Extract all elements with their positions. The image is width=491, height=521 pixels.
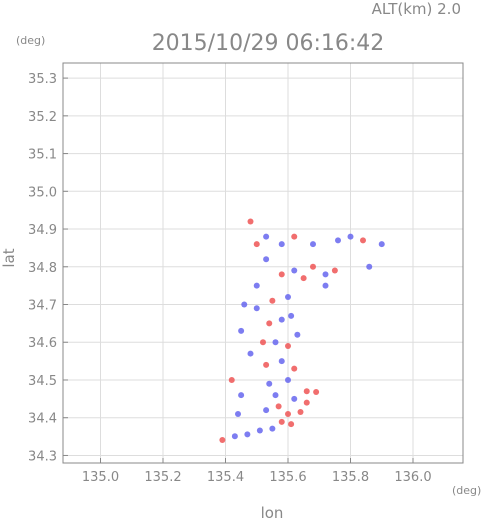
x-tick-label: 135.0 (82, 470, 119, 485)
data-point (253, 241, 260, 248)
data-point (247, 218, 254, 225)
data-point (285, 410, 291, 417)
data-point (238, 327, 245, 334)
tick-labels: 135.0 135.2 135.4 135.6 135.8 136.0 34.3 34.4 34… (28, 72, 432, 485)
x-tick-label: 135.4 (207, 470, 244, 485)
data-point (285, 376, 291, 383)
y-tick-label: 35.3 (28, 72, 57, 87)
data-point (291, 233, 298, 240)
data-point (360, 237, 366, 244)
data-point (228, 376, 235, 383)
data-point (275, 403, 282, 410)
data-point (244, 431, 251, 438)
y-tick-label: 34.3 (28, 449, 57, 464)
data-point (303, 388, 310, 395)
y-tick-label: 34.9 (28, 223, 57, 238)
data-points (219, 218, 385, 443)
x-tick-label: 135.6 (269, 470, 306, 485)
data-point (278, 418, 285, 425)
x-unit-label: (deg) (452, 484, 481, 497)
data-point (219, 436, 226, 443)
y-tick-label: 35.1 (28, 148, 57, 163)
data-point (260, 339, 266, 346)
data-point (297, 409, 304, 416)
y-tick-label: 34.4 (28, 412, 57, 427)
data-point (313, 389, 320, 396)
data-point (269, 297, 276, 304)
data-point (310, 263, 316, 270)
data-point (253, 282, 260, 289)
data-point (291, 395, 298, 402)
x-tick-label: 135.8 (332, 470, 369, 485)
data-point (278, 316, 285, 323)
data-point (300, 275, 307, 282)
data-point (347, 233, 354, 240)
plot-frame (62, 62, 464, 464)
y-tick-label: 34.8 (28, 261, 57, 276)
data-point (322, 271, 329, 278)
data-point (366, 263, 373, 270)
y-unit-label: (deg) (16, 34, 45, 47)
y-tick-label: 34.7 (28, 299, 57, 314)
data-point (291, 365, 298, 372)
x-tick-label: 136.0 (394, 470, 431, 485)
data-point (303, 399, 310, 406)
y-tick-label: 35.0 (28, 185, 57, 200)
data-point (241, 301, 248, 308)
data-point (291, 267, 298, 274)
data-point (263, 256, 270, 263)
y-tick-label: 34.6 (28, 336, 57, 351)
y-axis-label: lat (0, 248, 18, 267)
data-point (335, 237, 341, 244)
data-point (256, 427, 263, 434)
data-point (266, 380, 273, 387)
data-point (253, 305, 260, 312)
data-point (263, 407, 270, 414)
data-point (272, 339, 279, 346)
data-point (272, 392, 279, 399)
data-point (231, 433, 238, 440)
data-point (247, 350, 254, 357)
data-point (278, 241, 285, 248)
data-point (285, 293, 291, 300)
grid-lines (63, 63, 463, 463)
x-axis-label: lon (261, 504, 284, 521)
data-point (235, 410, 241, 417)
data-point (322, 282, 329, 289)
data-point (288, 312, 295, 319)
data-point (238, 392, 245, 399)
data-point (331, 267, 338, 274)
y-tick-label: 35.2 (28, 110, 57, 125)
data-point (278, 358, 285, 365)
data-point (285, 343, 291, 350)
data-point (288, 421, 295, 428)
data-point (263, 361, 270, 368)
y-tick-label: 34.5 (28, 374, 57, 389)
timestamp-title: 2015/10/29 06:16:42 (152, 31, 385, 56)
data-point (378, 241, 385, 248)
data-point (266, 320, 273, 327)
data-point (269, 425, 276, 432)
altitude-label: ALT(km) 2.0 (372, 0, 461, 18)
data-point (278, 271, 285, 278)
data-point (263, 233, 270, 240)
x-tick-label: 135.2 (144, 470, 181, 485)
data-point (294, 331, 301, 338)
data-point (310, 241, 316, 248)
